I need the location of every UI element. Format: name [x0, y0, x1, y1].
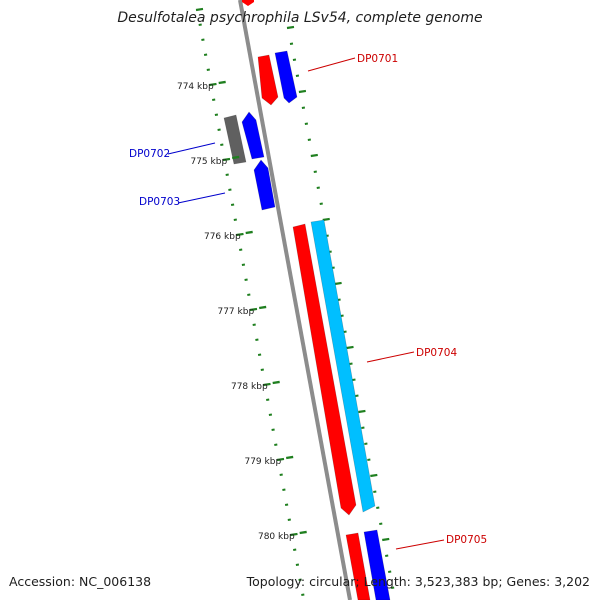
gene-partial-top[interactable]	[242, 0, 254, 6]
ruler-tick	[249, 307, 258, 312]
gene-DP0703[interactable]: DP0703	[139, 159, 276, 211]
genome-backbone	[238, 0, 352, 600]
ruler-tick	[334, 281, 342, 286]
ruler-label: 779 kbp	[244, 457, 281, 467]
ruler-tick	[346, 345, 354, 350]
ruler-labels: 774 kbp 775 kbp 776 kbp 777 kbp 778 kbp 779 k…	[177, 80, 307, 542]
ruler-major-tick	[232, 155, 240, 160]
gene-DP0702-leader-line	[167, 142, 216, 155]
ruler-tick	[286, 25, 295, 30]
gene-DP0705[interactable]: DP0705	[345, 529, 487, 600]
gene-DP0702-blue-arrow[interactable]	[241, 111, 265, 160]
ruler-tick	[195, 7, 204, 12]
gene-DP0701-label[interactable]: DP0701	[357, 53, 398, 65]
ruler-tick	[370, 473, 378, 478]
gene-DP0701-red-arrow[interactable]	[257, 54, 279, 106]
ruler-label: 774 kbp	[177, 82, 214, 92]
gene-DP0705-label[interactable]: DP0705	[446, 534, 487, 546]
gene-DP0704-leader-line	[366, 351, 415, 363]
ruler-label: 780 kbp	[258, 532, 295, 542]
ruler-tick	[382, 537, 390, 542]
ruler-tick	[209, 82, 217, 87]
ruler-tick	[276, 457, 285, 462]
gene-DP0704-red-arrow[interactable]	[292, 223, 357, 516]
gene-DP0704-label[interactable]: DP0704	[416, 347, 457, 359]
gene-DP0704-cyan-block[interactable]	[310, 219, 376, 513]
ruler-major-tick	[272, 380, 280, 385]
gene-DP0703-blue-arrow[interactable]	[253, 159, 276, 211]
ruler-tick	[358, 409, 366, 414]
gene-DP0701-leader-line	[307, 57, 356, 72]
ruler-major-tick	[299, 530, 307, 535]
ruler-tick	[263, 382, 271, 387]
gene-DP0702[interactable]: DP0702	[129, 111, 265, 165]
gene-DP0705-blue-block[interactable]	[363, 529, 391, 600]
gene-DP0704[interactable]: DP0704	[292, 219, 457, 516]
gene-DP0701-blue-arrow[interactable]	[274, 50, 298, 104]
gene-DP0701[interactable]: DP0701	[257, 50, 398, 106]
ruler-major-tick	[286, 455, 294, 460]
gene-DP0702-gray-block[interactable]	[223, 114, 247, 165]
gene-DP0702-label[interactable]: DP0702	[129, 148, 170, 160]
ruler-major-tick	[218, 80, 226, 85]
ruler-tick	[310, 153, 318, 158]
ruler-label: 775 kbp	[190, 157, 227, 167]
ruler-major-tick	[259, 305, 267, 310]
gene-DP0705-red-block[interactable]	[345, 532, 371, 600]
gene-DP0703-leader-line	[177, 192, 226, 204]
ruler-label: 777 kbp	[217, 307, 254, 317]
ruler-tick	[222, 157, 231, 162]
ruler-tick	[236, 232, 244, 237]
gene-DP0705-leader-line	[395, 539, 445, 550]
genome-summary-text: Topology: circular; Length: 3,523,383 bp…	[246, 574, 590, 589]
ruler-tick	[322, 217, 330, 222]
genome-title: Desulfotalea psychrophila LSv54, complet…	[117, 10, 482, 26]
ruler-major-tick	[245, 230, 253, 235]
ruler-tick	[298, 89, 307, 94]
ruler-label: 776 kbp	[204, 232, 241, 242]
ruler-track-inner	[195, 7, 305, 596]
ruler-track-outer	[286, 25, 395, 589]
accession-text: Accession: NC_006138	[9, 574, 151, 589]
ruler-tick	[290, 532, 298, 537]
gene-DP0703-label[interactable]: DP0703	[139, 196, 180, 208]
ruler-label: 778 kbp	[231, 382, 268, 392]
